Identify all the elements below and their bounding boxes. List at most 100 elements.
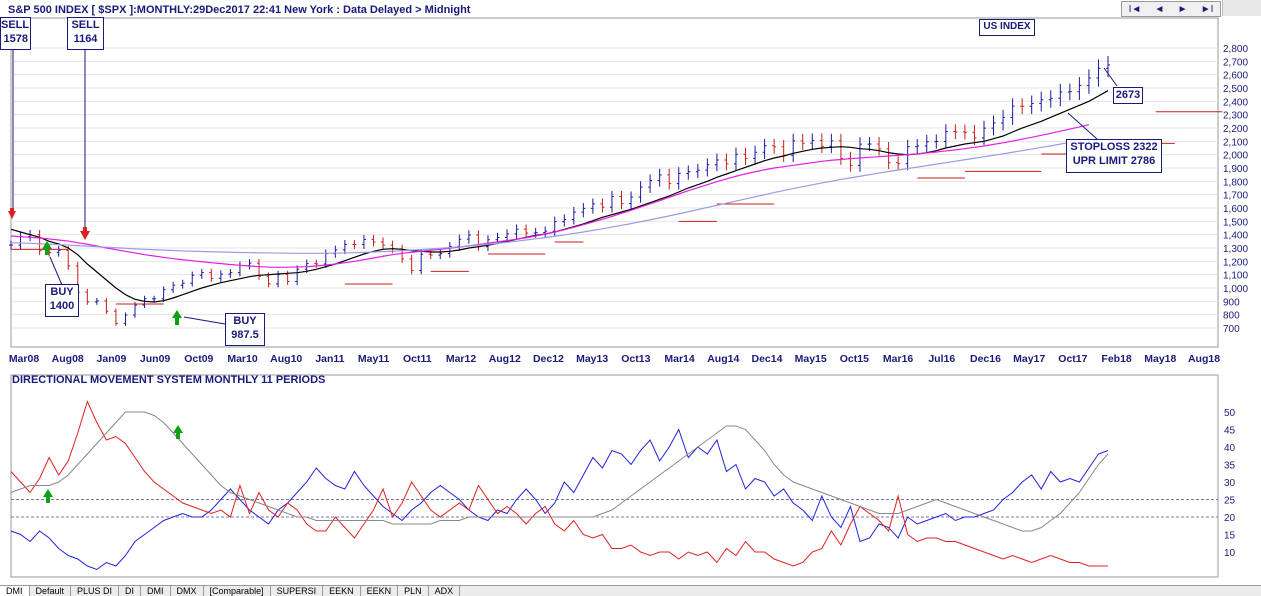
price-y-tick-label: 2,300 [1223,111,1248,122]
tab-dmx[interactable]: DMX [171,586,204,596]
dmi-buy-arrow-1-stem [46,497,50,503]
dmi-y-tick-label: 10 [1224,548,1236,559]
price-y-tick-label: 1,900 [1223,164,1248,175]
price-x-tick-label: Mar12 [446,353,477,365]
price-x-tick-label: Dec12 [533,353,564,365]
price-chart: 700 800 900 1,000 1,100 1,200 1,300 1,400 1,500 1… [8,17,1248,365]
last-price-pointer [1103,67,1118,87]
buy2-line1: BUY [233,315,257,327]
short-ma-line [10,90,1109,303]
tab-eekn[interactable]: EEKN [323,586,361,596]
buy1-line2: 1400 [49,300,75,312]
next-page-button[interactable]: ► [1177,3,1188,15]
sell-line1: SELL [71,19,100,31]
tab-dmi[interactable]: DMI [0,586,30,596]
last-page-button[interactable]: ►I [1200,3,1214,15]
price-plot-frame [10,17,1219,348]
buy-arrow-1 [42,241,52,249]
price-y-tick-label: 2,200 [1223,124,1248,135]
buy-arrow-2-stem [175,318,179,325]
dmi-y-tick-label: 50 [1224,408,1236,419]
tab-pln[interactable]: PLN [398,586,429,596]
price-x-tick-label: May15 [795,353,827,365]
price-y-tick-label: 1,700 [1223,191,1248,202]
price-x-tick-label: Jan09 [97,353,127,365]
price-x-tick-label: Mar14 [664,353,695,365]
price-x-tick-label: Dec16 [970,353,1001,365]
price-x-tick-label: Jun09 [140,353,171,365]
price-x-tick-label: Aug10 [270,353,302,365]
dmi-y-tick-label: 45 [1224,426,1236,437]
price-x-tick-label: Oct17 [1058,353,1087,365]
prev-page-button[interactable]: ◄ [1154,3,1165,15]
dmi-buy-arrow-2-stem [176,433,180,439]
tab-adx[interactable]: ADX [429,586,461,596]
dmi-buy-arrow-2 [173,425,183,433]
sell-left-line1: SELL [1,19,30,31]
minus-di-line [10,400,1108,567]
price-x-tick-label: Mar16 [883,353,914,365]
tab-comparable[interactable]: [Comparable] [204,586,271,596]
price-y-tick-label: 2,500 [1223,84,1248,95]
price-y-tick-label: 800 [1223,311,1240,322]
tab-di[interactable]: DI [119,586,142,596]
sell-label-left: SELL 1578 [0,17,31,50]
tab-default[interactable]: Default [30,586,72,596]
stoploss-label: STOPLOSS 2322 UPR LIMIT 2786 [1066,139,1162,173]
price-x-tick-label: Oct11 [403,353,432,365]
tab-dmi-2[interactable]: DMI [141,586,171,596]
price-x-tick-label: May18 [1144,353,1176,365]
price-y-tick-label: 1,400 [1223,231,1248,242]
sell-arrow-left [8,211,16,219]
price-y-tick-label: 1,200 [1223,257,1248,268]
price-x-tick-label: Dec14 [751,353,782,365]
price-y-tick-label: 2,700 [1223,57,1248,68]
price-x-tick-label: Aug12 [489,353,521,365]
price-y-tick-label: 2,800 [1223,44,1248,55]
dmi-y-tick-label: 40 [1224,443,1236,454]
stoploss-pointer [1067,112,1098,140]
indicator-title: DIRECTIONAL MOVEMENT SYSTEM MONTHLY 11 P… [12,374,326,386]
price-x-tick-label: Oct09 [184,353,213,365]
price-x-tick-label: Mar10 [227,353,258,365]
tab-supersi[interactable]: SUPERSI [271,586,324,596]
buy-label-1: BUY 1400 [45,284,79,317]
sell-line2: 1164 [73,33,98,45]
mid-ma-line [10,124,1090,268]
tab-plus-di[interactable]: PLUS DI [71,586,120,596]
price-y-tick-label: 2,000 [1223,151,1248,162]
sell-label: SELL 1164 [67,17,104,50]
price-x-tick-label: Aug14 [707,353,739,365]
price-y-tick-label: 2,400 [1223,97,1248,108]
dmi-y-tick-label: 35 [1224,461,1236,472]
price-y-tick-label: 700 [1223,324,1240,335]
last-price-label: 2673 [1113,87,1143,104]
scroll-strip[interactable] [1222,0,1261,16]
tab-eekn-2[interactable]: EEKN [361,586,399,596]
dmi-y-tick-label: 25 [1224,496,1236,507]
sell-arrow-stem [83,227,87,232]
price-x-tick-label: Aug18 [1188,353,1220,365]
chart-title: S&P 500 INDEX [ $SPX ]:MONTHLY:29Dec2017… [8,4,471,16]
price-x-tick-label: Jan11 [315,353,344,365]
price-y-tick-label: 1,300 [1223,244,1248,255]
price-y-tick-label: 2,600 [1223,71,1248,82]
price-y-tick-label: 1,100 [1223,271,1248,282]
buy-label-2: BUY 987.5 [225,313,265,346]
price-x-tick-label: May17 [1013,353,1045,365]
price-x-tick-label: Jul16 [928,353,955,365]
adx-line [10,411,1109,532]
dmi-y-tick-label: 30 [1224,478,1236,489]
dmi-y-tick-label: 15 [1224,531,1236,542]
price-y-tick-label: 1,500 [1223,217,1248,228]
price-x-tick-label: Oct13 [621,353,650,365]
price-x-tick-label: May13 [576,353,608,365]
first-page-button[interactable]: I◄ [1128,3,1142,15]
navigation-controls: I◄ ◄ ► ►I [1121,1,1221,17]
price-y-tick-label: 1,800 [1223,177,1248,188]
price-x-tick-label: May11 [358,353,390,365]
buy-arrow-2 [172,310,182,318]
long-ma-line [10,138,1090,254]
price-x-tick-label: Feb18 [1101,353,1132,365]
